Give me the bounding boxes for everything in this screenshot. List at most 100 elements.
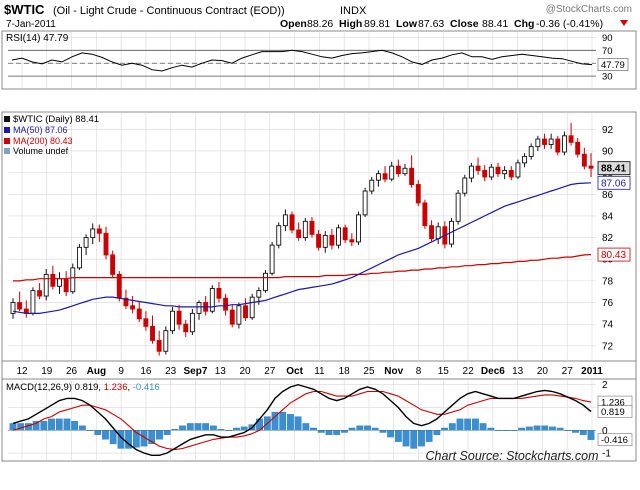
macd-histogram-bar bbox=[402, 430, 410, 447]
candle-body bbox=[83, 237, 89, 248]
x-tick-label: 12 bbox=[16, 366, 28, 377]
macd-histogram-bar bbox=[71, 420, 79, 431]
price-y-tick-label: 74 bbox=[602, 320, 614, 331]
candle-body bbox=[322, 234, 328, 248]
ma50-legend: MA(50) 87.06 bbox=[13, 125, 68, 135]
macd-histogram-bar bbox=[510, 430, 518, 431]
macd-histogram-bar bbox=[310, 427, 317, 431]
macd-histogram-bar bbox=[32, 420, 40, 431]
candle-body bbox=[70, 267, 76, 293]
candle-body bbox=[581, 153, 587, 167]
macd-histogram-bar bbox=[40, 420, 48, 431]
macd-histogram-bar bbox=[148, 430, 156, 445]
macd-histogram-bar bbox=[371, 427, 379, 431]
open-value: 88.26 bbox=[307, 18, 333, 30]
rsi-y-tick-label: 90 bbox=[602, 33, 613, 44]
candle-body bbox=[468, 165, 474, 179]
price-value-label-ma200: 80.43 bbox=[601, 250, 626, 261]
x-tick-label: 23 bbox=[165, 366, 177, 377]
candle-body bbox=[176, 310, 182, 325]
macd-histogram-bar bbox=[156, 430, 163, 440]
x-tick-label: 22 bbox=[463, 366, 475, 377]
candle-body bbox=[17, 302, 23, 310]
panel-frame-rsi bbox=[1, 30, 637, 90]
macd-histogram-bar bbox=[487, 427, 495, 431]
macd-histogram-bar bbox=[572, 430, 579, 433]
macd-y-tick-label: 2 bbox=[602, 380, 608, 391]
price-value-label-close: 88.41 bbox=[601, 164, 626, 175]
x-tick-label: 20 bbox=[239, 366, 251, 377]
macd-histogram-bar bbox=[418, 430, 425, 447]
candle-body bbox=[555, 138, 561, 153]
macd-value-box bbox=[597, 433, 633, 447]
candle-body bbox=[455, 192, 461, 222]
macd-histogram-bar bbox=[340, 430, 348, 433]
candle-body bbox=[30, 290, 36, 314]
macd-histogram-bar bbox=[55, 418, 63, 431]
legend-swatch-ma200 bbox=[4, 138, 10, 144]
price-y-tick-label: 92 bbox=[602, 125, 614, 136]
candle-body bbox=[37, 290, 43, 297]
down-triangle-icon bbox=[620, 20, 628, 26]
chart-source-note: Chart Source: Stockcharts.com bbox=[426, 449, 599, 463]
candle-body bbox=[50, 273, 56, 287]
rsi-y-tick-label: 30 bbox=[602, 72, 613, 83]
x-tick-label: 27 bbox=[264, 366, 276, 377]
candle-body bbox=[375, 173, 381, 181]
candle-body bbox=[263, 272, 268, 292]
candle-body bbox=[422, 202, 428, 227]
candle-body bbox=[189, 312, 195, 333]
price-y-tick-label: 86 bbox=[602, 190, 614, 201]
x-tick-label: 2011 bbox=[581, 366, 603, 377]
panel-frames bbox=[1, 30, 637, 462]
legend-swatch-volume bbox=[4, 148, 10, 154]
macd-value-box bbox=[597, 405, 633, 418]
macd-histogram-bar bbox=[364, 425, 371, 431]
volume-legend: Volume undef bbox=[13, 146, 69, 156]
macd-histogram-bar bbox=[317, 430, 325, 433]
candle-body bbox=[588, 165, 594, 169]
candle-body bbox=[502, 170, 508, 175]
candle-body bbox=[482, 170, 488, 178]
candle-body bbox=[156, 339, 162, 352]
macd-y-tick-label: 0 bbox=[602, 426, 608, 437]
candle-body bbox=[435, 226, 441, 240]
legend-swatch-ma50 bbox=[4, 127, 10, 133]
x-tick-label: Dec6 bbox=[481, 366, 505, 377]
macd-histogram-bar bbox=[587, 430, 595, 440]
x-tick-label: 8 bbox=[416, 366, 422, 377]
candle-body bbox=[429, 225, 435, 240]
x-tick-label: 11 bbox=[314, 366, 325, 377]
candle-body bbox=[329, 234, 335, 246]
macd-histogram-bar bbox=[132, 430, 140, 448]
x-tick-label: 19 bbox=[41, 366, 53, 377]
candle-body bbox=[515, 162, 521, 178]
candle-body bbox=[462, 177, 468, 194]
symbol: $WTIC bbox=[4, 2, 45, 17]
candle-body bbox=[136, 308, 142, 320]
candle-body bbox=[356, 214, 361, 243]
candle-body bbox=[63, 278, 69, 293]
macd-histogram-bar bbox=[495, 430, 502, 431]
candle-body bbox=[229, 309, 235, 325]
macd-histogram-bar bbox=[433, 430, 441, 435]
macd-histogram-bar bbox=[441, 427, 448, 431]
legend-swatch-price bbox=[4, 116, 10, 122]
candle-body bbox=[336, 227, 341, 246]
candle-body bbox=[296, 229, 302, 239]
candle-body bbox=[150, 325, 155, 341]
x-tick-label: Nov bbox=[384, 366, 403, 377]
x-tick-label: 18 bbox=[339, 366, 351, 377]
macd-histogram-bar bbox=[225, 430, 233, 431]
candle-body bbox=[249, 296, 255, 319]
x-axis: 12 19 26 Aug 9 16 23 Sep7 13 20 27 Oct 11 18 25 Nov 8 15 2… bbox=[16, 366, 603, 377]
macd-line bbox=[12, 383, 592, 456]
macd-histogram-bar bbox=[564, 430, 572, 431]
candle-body bbox=[143, 318, 149, 327]
macd-histogram-bar bbox=[217, 428, 225, 431]
candle-body bbox=[223, 297, 229, 311]
date-axis-band bbox=[1, 360, 637, 380]
macd-histogram-bar bbox=[464, 418, 472, 431]
macd-histogram-bar bbox=[163, 430, 171, 435]
